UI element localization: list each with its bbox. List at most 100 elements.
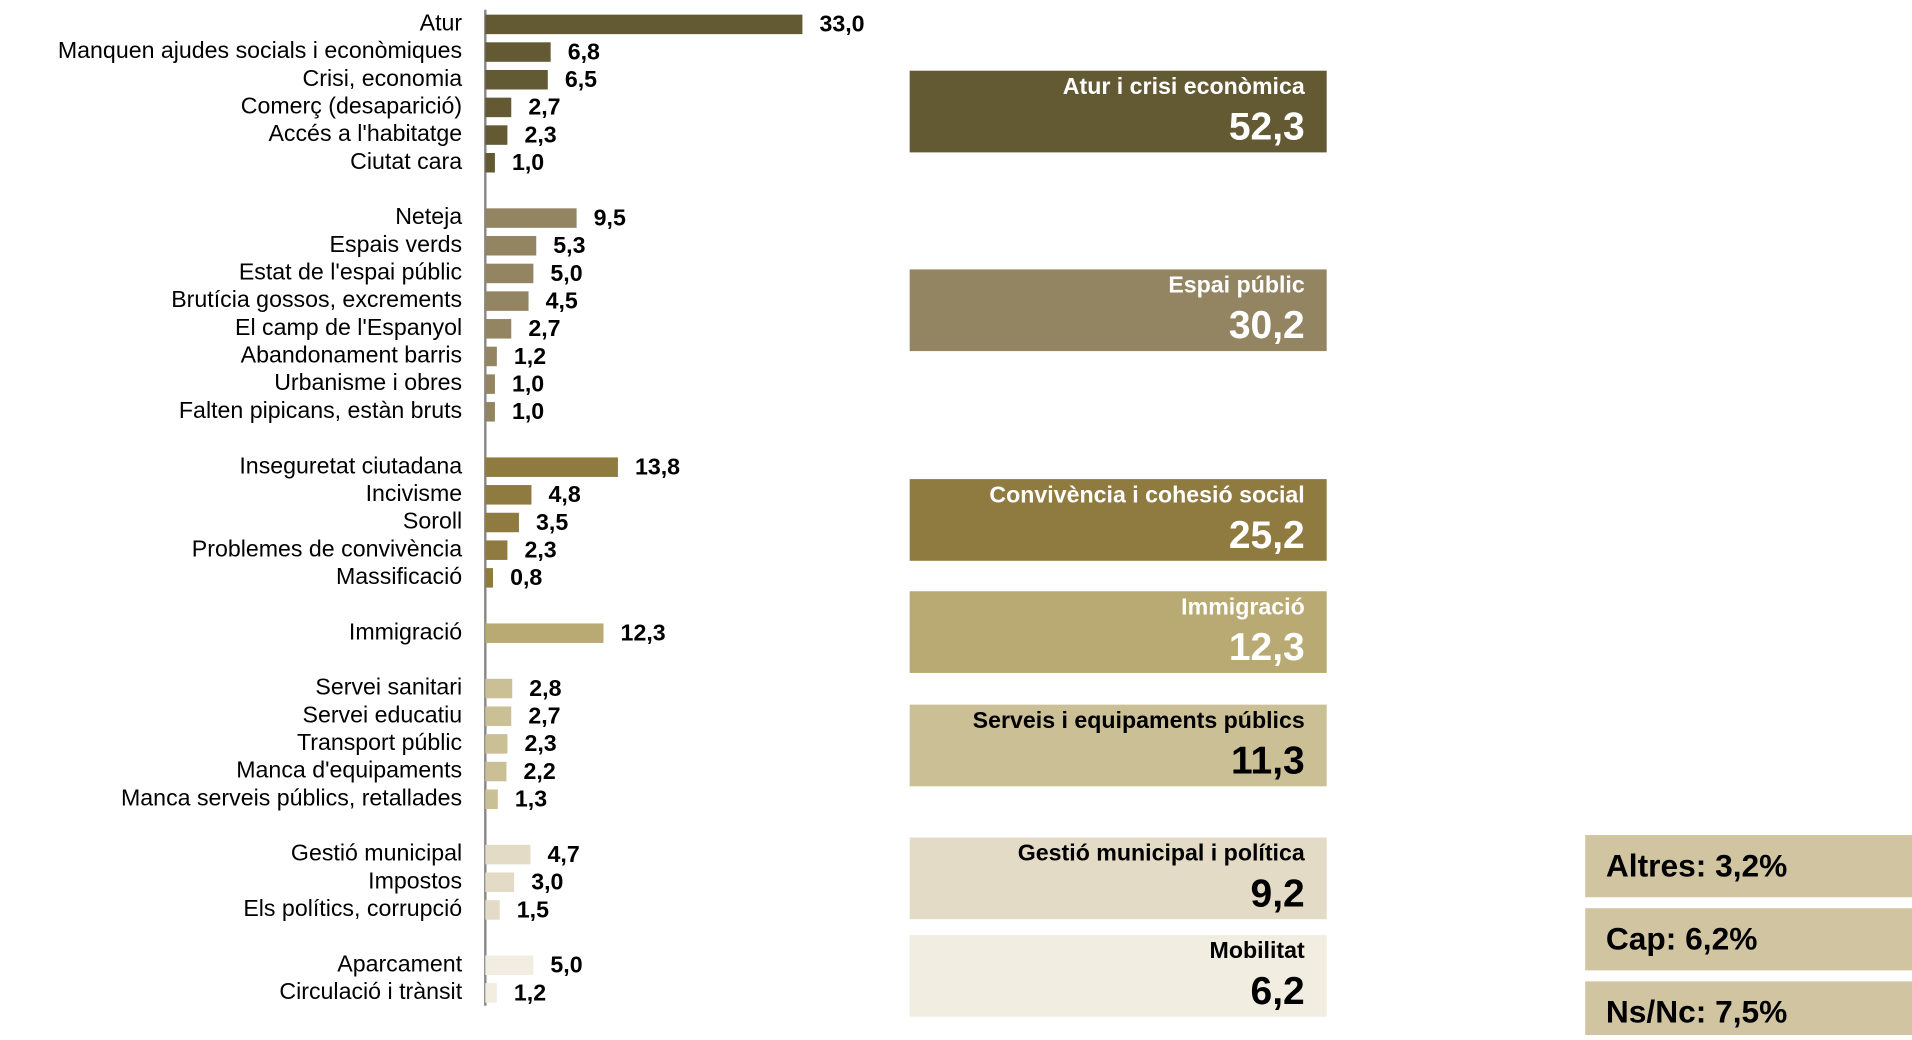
- category-label: Massificació: [336, 563, 462, 589]
- group-total: 9,2: [1251, 872, 1305, 915]
- category-label: Estat de l'espai públic: [239, 259, 462, 285]
- value-label: 6,5: [565, 66, 597, 92]
- category-label: Inseguretat ciutadana: [239, 452, 462, 478]
- bar: [485, 540, 508, 560]
- value-label: 2,7: [528, 703, 560, 729]
- note-box: [1585, 981, 1912, 1035]
- value-label: 1,2: [514, 343, 546, 369]
- group-total: 25,2: [1229, 514, 1305, 557]
- group-total: 11,3: [1231, 739, 1305, 782]
- category-label: Transport públic: [297, 729, 462, 755]
- bar: [485, 263, 534, 284]
- bar: [485, 623, 604, 643]
- bar: [485, 346, 497, 367]
- value-label: 0,8: [510, 564, 542, 590]
- bar: [485, 955, 534, 976]
- value-label: 5,0: [550, 952, 582, 978]
- category-label: Crisi, economia: [303, 65, 463, 91]
- value-label: 5,3: [553, 232, 585, 258]
- value-label: 4,8: [549, 481, 581, 507]
- value-label: 1,2: [514, 979, 546, 1005]
- category-label: Servei sanitari: [315, 674, 462, 700]
- category-label: Accés a l'habitatge: [268, 120, 462, 146]
- group-box: [909, 704, 1327, 787]
- group-box: [909, 269, 1327, 352]
- bar: [485, 69, 548, 90]
- category-label: Circulació i trànsit: [279, 978, 462, 1004]
- value-label: 9,5: [594, 204, 626, 230]
- bar: [485, 789, 498, 809]
- bar: [485, 152, 495, 173]
- value-label: 2,7: [528, 94, 560, 120]
- value-label: 1,0: [512, 370, 544, 396]
- value-label: 2,7: [528, 315, 560, 341]
- bar: [485, 125, 508, 145]
- category-label: Atur: [420, 10, 463, 36]
- group-name: Convivència i cohesió social: [989, 481, 1304, 507]
- value-label: 2,2: [524, 758, 556, 784]
- value-label: 1,3: [515, 786, 547, 812]
- value-label: 13,8: [635, 453, 680, 479]
- value-label: 12,3: [621, 620, 666, 646]
- group-name: Espai públic: [1168, 272, 1305, 298]
- bar: [485, 568, 494, 588]
- group-box: [909, 70, 1327, 153]
- bar: [485, 14, 803, 35]
- bar: [485, 374, 495, 394]
- category-label: Espais verds: [330, 231, 463, 257]
- category-label: Brutícia gossos, excrements: [171, 286, 462, 312]
- group-name: Serveis i equipaments públics: [973, 707, 1305, 733]
- value-label: 1,0: [512, 149, 544, 175]
- category-label: Servei educatiu: [303, 701, 463, 727]
- group-name: Mobilitat: [1210, 937, 1305, 963]
- bar: [485, 485, 532, 505]
- category-label: Comerç (desaparició): [241, 93, 462, 119]
- value-label: 2,3: [524, 537, 556, 563]
- category-label: Neteja: [395, 203, 462, 229]
- category-label: Els polítics, corrupció: [243, 895, 462, 921]
- group-box: [909, 837, 1327, 920]
- category-label: Problemes de convivència: [192, 535, 462, 561]
- category-label: Abandonament barris: [241, 342, 462, 368]
- group-name: Immigració: [1181, 593, 1305, 619]
- group-box: [909, 479, 1327, 561]
- category-label: Manca d'equipaments: [236, 757, 462, 783]
- bar: [485, 872, 515, 893]
- value-label: 3,0: [531, 869, 563, 895]
- note-box: [1585, 908, 1912, 971]
- category-label: Falten pipicans, estàn bruts: [179, 397, 462, 423]
- group-total: 12,3: [1229, 626, 1305, 669]
- category-label: Incivisme: [366, 480, 463, 506]
- bar: [485, 402, 495, 422]
- bar: [485, 42, 551, 62]
- bar: [485, 291, 529, 311]
- bar: [485, 761, 507, 782]
- category-label: Soroll: [403, 508, 462, 534]
- bar: [485, 512, 519, 533]
- note-box: [1585, 835, 1912, 898]
- bar: [485, 208, 577, 228]
- category-label: Manca serveis públics, retallades: [121, 784, 462, 810]
- value-label: 4,7: [548, 841, 580, 867]
- bar: [485, 900, 500, 920]
- category-label: El camp de l'Espanyol: [235, 314, 462, 340]
- category-label: Immigració: [349, 618, 462, 644]
- category-label: Aparcament: [337, 950, 462, 976]
- bar: [485, 734, 508, 754]
- category-label: Urbanisme i obres: [274, 369, 462, 395]
- bar: [485, 319, 512, 339]
- group-box: [909, 935, 1327, 1017]
- group-total: 52,3: [1229, 106, 1305, 149]
- value-label: 2,3: [524, 730, 556, 756]
- value-label: 6,8: [568, 38, 600, 64]
- note-text: Ns/Nc: 7,5%: [1606, 994, 1787, 1030]
- category-label: Gestió municipal: [291, 840, 462, 866]
- category-label: Manquen ajudes socials i econòmiques: [58, 37, 462, 63]
- group-name: Gestió municipal i política: [1018, 840, 1306, 866]
- note-text: Cap: 6,2%: [1606, 921, 1757, 957]
- bar: [485, 706, 512, 726]
- bar: [485, 97, 512, 118]
- value-label: 1,5: [517, 896, 549, 922]
- value-label: 2,3: [524, 121, 556, 147]
- group-total: 30,2: [1229, 304, 1305, 347]
